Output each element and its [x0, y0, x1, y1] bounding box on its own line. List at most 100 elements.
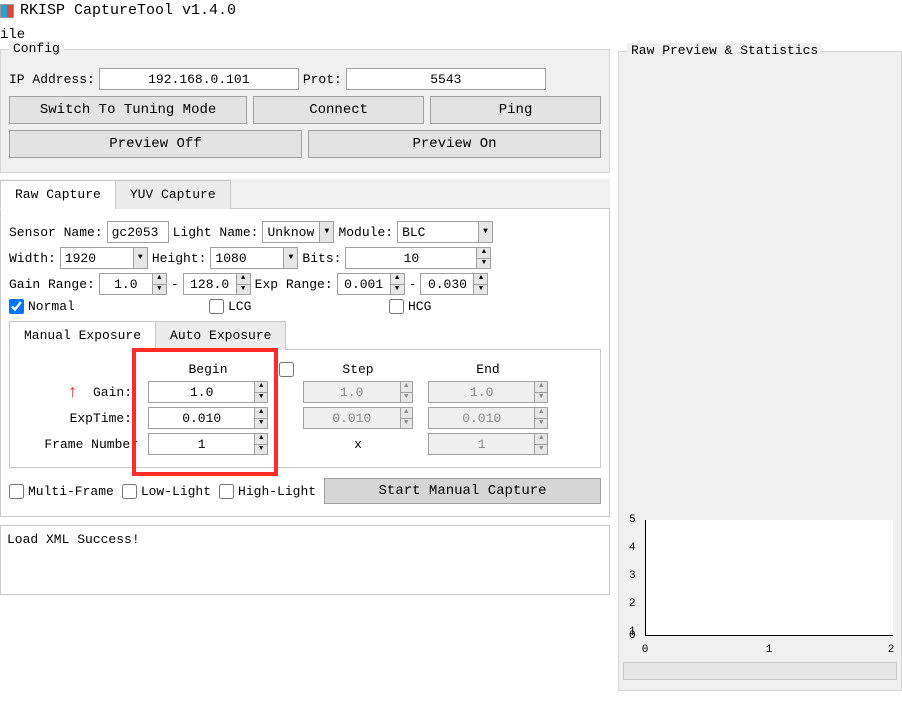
light-name-value[interactable]	[263, 225, 319, 240]
low-light-checkbox[interactable]	[122, 484, 137, 499]
module-label: Module:	[338, 225, 393, 240]
preview-off-button[interactable]: Preview Off	[9, 130, 302, 158]
spin-up-icon[interactable]: ▲	[474, 274, 487, 285]
window-title: RKISP CaptureTool v1.4.0	[20, 2, 236, 19]
spin-up-icon[interactable]: ▲	[153, 274, 166, 285]
exp-min-value[interactable]	[338, 274, 390, 294]
switch-tuning-button[interactable]: Switch To Tuning Mode	[9, 96, 247, 124]
light-name-combo[interactable]: ▼	[262, 221, 334, 243]
exp-max-spinner[interactable]: ▲▼	[420, 273, 488, 295]
width-value[interactable]	[61, 251, 133, 266]
stats-chart: 5 4 3 2 1 0 0 1 2	[623, 520, 897, 660]
height-combo[interactable]: ▼	[210, 247, 298, 269]
spin-down-icon[interactable]: ▼	[255, 419, 267, 429]
chevron-down-icon[interactable]: ▼	[478, 222, 492, 242]
mode-lcg-checkbox[interactable]	[209, 299, 224, 314]
sensor-name-input[interactable]	[107, 221, 169, 243]
connect-button[interactable]: Connect	[253, 96, 424, 124]
gain-begin-value[interactable]	[149, 382, 254, 402]
exptime-end-spinner: ▲▼	[428, 407, 548, 429]
tab-auto-exposure[interactable]: Auto Exposure	[155, 321, 286, 350]
high-light-checkbox[interactable]	[219, 484, 234, 499]
spin-down-icon[interactable]: ▼	[391, 285, 404, 295]
ip-input[interactable]	[99, 68, 299, 90]
app-icon	[0, 4, 14, 18]
gain-max-value[interactable]	[184, 274, 236, 294]
bits-spinner[interactable]: ▲▼	[345, 247, 491, 269]
chart-ytick: 2	[629, 598, 636, 610]
config-title: Config	[9, 41, 64, 56]
spin-down-icon[interactable]: ▼	[153, 285, 166, 295]
frame-begin-value[interactable]	[149, 434, 254, 454]
mode-hcg-checkbox[interactable]	[389, 299, 404, 314]
exp-max-value[interactable]	[421, 274, 473, 294]
spin-down-icon[interactable]: ▼	[477, 259, 490, 269]
low-light-label[interactable]: Low-Light	[122, 484, 211, 499]
multi-frame-checkbox[interactable]	[9, 484, 24, 499]
dash: -	[409, 277, 417, 292]
preview-on-button[interactable]: Preview On	[308, 130, 601, 158]
spin-down-icon: ▼	[535, 393, 547, 403]
dash: -	[171, 277, 179, 292]
spin-down-icon: ▼	[401, 393, 413, 403]
tab-manual-exposure[interactable]: Manual Exposure	[9, 321, 156, 350]
exptime-begin-spinner[interactable]: ▲▼	[148, 407, 268, 429]
spin-up-icon[interactable]: ▲	[255, 382, 267, 393]
start-manual-capture-button[interactable]: Start Manual Capture	[324, 478, 601, 504]
status-message: Load XML Success!	[7, 532, 603, 547]
exposure-tab-body: Begin Step End Gain: ▲▼	[9, 350, 601, 468]
tab-yuv-capture[interactable]: YUV Capture	[115, 180, 231, 209]
status-log: Load XML Success!	[0, 525, 610, 595]
preview-title: Raw Preview & Statistics	[627, 43, 822, 58]
chart-xtick: 2	[888, 644, 895, 656]
gain-step-spinner: ▲▼	[303, 381, 413, 403]
frame-end-value	[429, 434, 534, 454]
step-enable-checkbox[interactable]	[279, 362, 294, 377]
spin-up-icon[interactable]: ▲	[255, 408, 267, 419]
gain-end-spinner: ▲▼	[428, 381, 548, 403]
module-combo[interactable]: ▼	[397, 221, 493, 243]
gain-min-value[interactable]	[100, 274, 152, 294]
mode-normal-checkbox[interactable]	[9, 299, 24, 314]
ping-button[interactable]: Ping	[430, 96, 601, 124]
chevron-down-icon[interactable]: ▼	[133, 248, 147, 268]
row-gain-label: Gain:	[18, 385, 138, 400]
spin-down-icon[interactable]: ▼	[255, 393, 267, 403]
mode-lcg-label[interactable]: LCG	[209, 299, 389, 314]
height-value[interactable]	[211, 251, 283, 266]
gain-begin-spinner[interactable]: ▲▼	[148, 381, 268, 403]
tab-raw-capture[interactable]: Raw Capture	[0, 180, 116, 209]
capture-tabs: Raw Capture YUV Capture	[0, 179, 610, 209]
exp-min-spinner[interactable]: ▲▼	[337, 273, 405, 295]
spin-up-icon[interactable]: ▲	[477, 248, 490, 259]
prot-input[interactable]	[346, 68, 546, 90]
multi-frame-label[interactable]: Multi-Frame	[9, 484, 114, 499]
spin-up-icon[interactable]: ▲	[255, 434, 267, 445]
title-bar: RKISP CaptureTool v1.4.0	[0, 0, 902, 23]
gain-end-value	[429, 382, 534, 402]
spin-down-icon[interactable]: ▼	[237, 285, 250, 295]
spin-up-icon[interactable]: ▲	[237, 274, 250, 285]
exptime-begin-value[interactable]	[149, 408, 254, 428]
prot-label: Prot:	[303, 72, 342, 87]
chevron-down-icon[interactable]: ▼	[319, 222, 333, 242]
mode-hcg-label[interactable]: HCG	[389, 299, 431, 314]
spin-up-icon[interactable]: ▲	[391, 274, 404, 285]
high-light-label[interactable]: High-Light	[219, 484, 316, 499]
module-value[interactable]	[398, 225, 478, 240]
bits-value[interactable]	[346, 248, 476, 268]
gain-range-label: Gain Range:	[9, 277, 95, 292]
spin-up-icon: ▲	[535, 382, 547, 393]
gain-max-spinner[interactable]: ▲▼	[183, 273, 251, 295]
spin-down-icon: ▼	[535, 419, 547, 429]
mode-normal-label[interactable]: Normal	[9, 299, 209, 314]
chart-slider[interactable]	[623, 662, 897, 680]
spin-down-icon[interactable]: ▼	[255, 445, 267, 455]
width-combo[interactable]: ▼	[60, 247, 148, 269]
chevron-down-icon[interactable]: ▼	[283, 248, 297, 268]
frame-begin-spinner[interactable]: ▲▼	[148, 433, 268, 455]
mode-lcg-text: LCG	[228, 299, 251, 314]
spin-up-icon: ▲	[401, 408, 413, 419]
gain-min-spinner[interactable]: ▲▼	[99, 273, 167, 295]
spin-down-icon[interactable]: ▼	[474, 285, 487, 295]
